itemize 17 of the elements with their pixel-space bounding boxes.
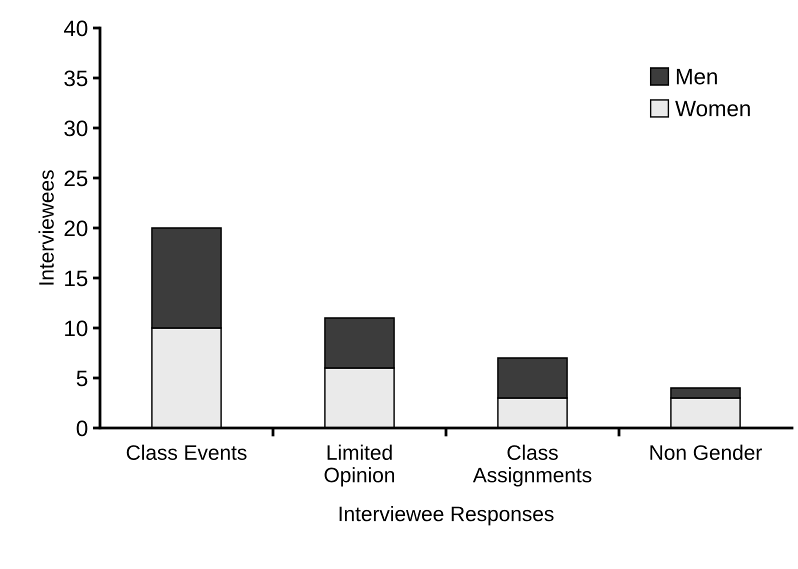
- y-tick-label: 40: [64, 20, 88, 36]
- y-tick-label: 25: [64, 170, 88, 186]
- x-axis-title: Interviewee Responses: [340, 506, 554, 526]
- y-tick-label: 5: [76, 370, 88, 386]
- x-tick-label: Class Assignments: [472, 444, 592, 487]
- y-tick-label: 10: [65, 320, 88, 336]
- legend-label: Men: [676, 68, 717, 84]
- y-tick-label: 20: [64, 220, 88, 236]
- y-tick-label: 0: [76, 420, 88, 436]
- x-tick-label: Non Gender: [650, 444, 762, 460]
- y-tick-label: 35: [64, 70, 88, 86]
- legend-label: Women: [675, 100, 750, 116]
- y-tick-label: 30: [64, 120, 88, 136]
- x-tick-label: Class Events: [126, 444, 247, 460]
- y-axis-title: Interviewees: [38, 170, 54, 285]
- y-tick-label: 15: [65, 270, 88, 286]
- x-tick-label: Limited Opinion: [324, 444, 394, 487]
